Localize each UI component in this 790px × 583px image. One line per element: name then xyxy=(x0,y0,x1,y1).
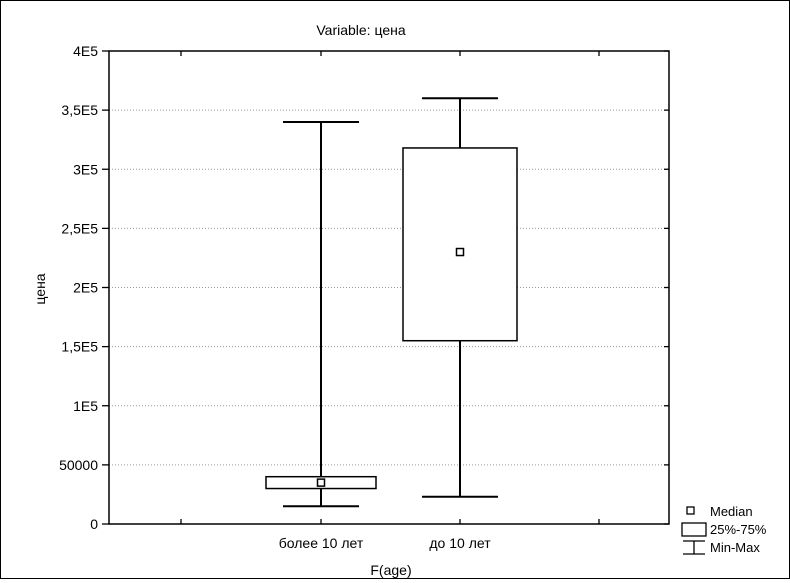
y-tick-label: 0 xyxy=(90,516,98,532)
box-group xyxy=(402,97,518,498)
median-marker xyxy=(316,478,326,487)
plot-area xyxy=(108,50,670,525)
legend-median-swatch xyxy=(686,506,695,515)
legend: Median 25%-75% Min-Max xyxy=(681,504,767,555)
x-axis-ticks: более 10 лет до 10 лет xyxy=(180,51,600,551)
legend-box-label: 25%-75% xyxy=(710,522,767,537)
y-tick-label: 3,5E5 xyxy=(61,102,98,118)
y-tick-label: 1E5 xyxy=(73,398,98,414)
legend-whisker-swatch xyxy=(683,540,705,555)
median-marker xyxy=(455,247,465,257)
x-axis-label: F(age) xyxy=(370,562,411,578)
y-tick-label: 50000 xyxy=(59,457,98,473)
x-tick-label: до 10 лет xyxy=(429,535,491,551)
y-tick-label: 2,5E5 xyxy=(61,220,98,236)
legend-whisker-label: Min-Max xyxy=(710,540,760,555)
iqr-box xyxy=(402,147,518,342)
boxes xyxy=(265,97,518,508)
box-group xyxy=(265,120,377,508)
y-axis-ticks: 0 50000 1E5 1,5E5 2E5 2,5E5 3E5 3,5E5 4E5 xyxy=(59,43,669,532)
chart-title: Variable: цена xyxy=(316,22,405,38)
legend-median-label: Median xyxy=(710,504,753,519)
y-axis-label: цена xyxy=(32,273,48,304)
legend-box-swatch xyxy=(681,522,707,537)
y-tick-label: 4E5 xyxy=(73,43,98,59)
gridlines xyxy=(109,109,669,466)
y-tick-label: 3E5 xyxy=(73,161,98,177)
y-tick-label: 2E5 xyxy=(73,280,98,296)
x-tick-label: более 10 лет xyxy=(279,535,364,551)
y-tick-label: 1,5E5 xyxy=(61,339,98,355)
